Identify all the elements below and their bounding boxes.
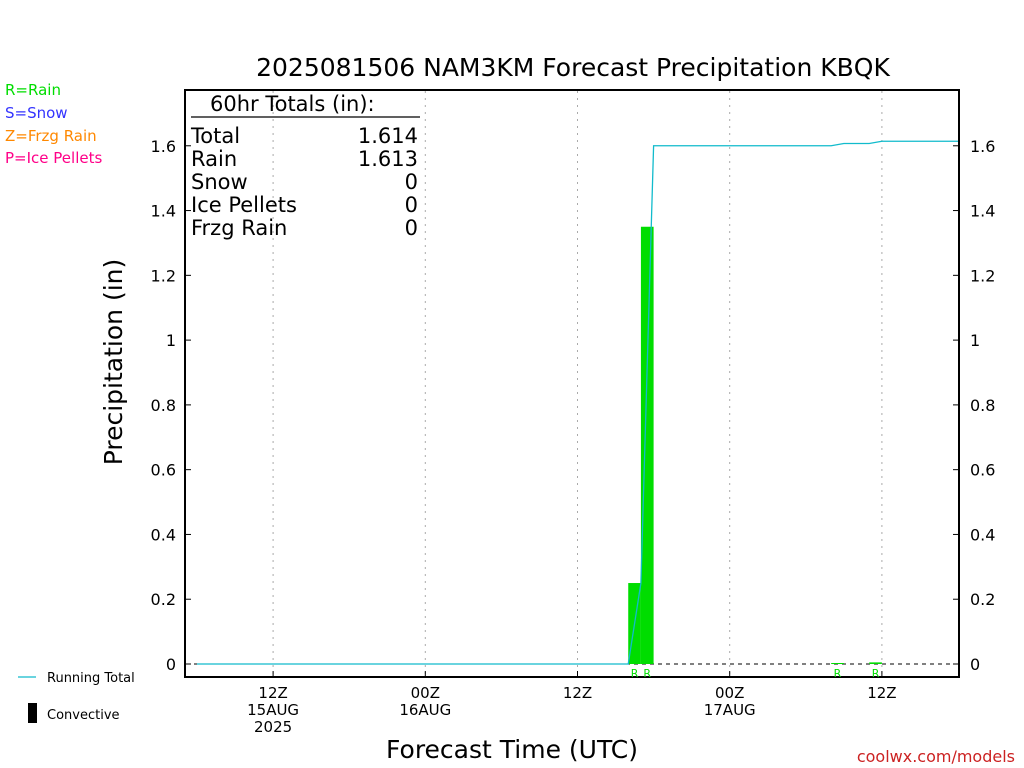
y-tick-label-right: 0.2 — [970, 590, 995, 609]
x-tick-label: 12Z — [563, 684, 592, 702]
x-tick-label: 12Z — [867, 684, 896, 702]
y-tick-label-right: 0.8 — [970, 396, 995, 415]
x-tick-label: 00Z — [715, 684, 744, 702]
y-tick-label-right: 0.6 — [970, 461, 995, 480]
precip-type-marker: R — [631, 667, 639, 680]
y-tick-label-left: 0.8 — [151, 396, 176, 415]
y-tick-label-right: 1.6 — [970, 137, 995, 156]
convective-legend-swatch — [28, 703, 37, 723]
watermark: coolwx.com/models — [857, 747, 1015, 766]
legend-running-total: Running Total — [47, 671, 135, 686]
y-tick-label-left: 0.2 — [151, 590, 176, 609]
y-tick-label-right: 1.4 — [970, 202, 995, 221]
running-total-line — [197, 140, 958, 665]
x-tick-label: 15AUG — [247, 701, 299, 719]
legend-snow: S=Snow — [5, 104, 68, 122]
precip-bar — [640, 226, 654, 664]
totals-row-value: 1.613 — [358, 147, 418, 171]
x-tick-label: 17AUG — [704, 701, 756, 719]
y-tick-label-right: 1 — [970, 331, 980, 350]
x-axis-label: Forecast Time (UTC) — [386, 735, 638, 764]
y-tick-label-left: 1.2 — [151, 266, 176, 285]
legend-frzg-rain: Z=Frzg Rain — [5, 127, 97, 145]
precip-type-marker: R — [872, 667, 880, 680]
chart-title: 2025081506 NAM3KM Forecast Precipitation… — [256, 53, 890, 82]
totals-table: Total 1.614 Rain 1.613 Snow 0 Ice Pellets 0 Frzg… — [190, 124, 418, 240]
totals-header: 60hr Totals (in): — [210, 92, 375, 116]
totals-row-label: Ice Pellets — [191, 193, 297, 217]
precip-type-marker: R — [643, 667, 651, 680]
precip-type-marker: R — [834, 667, 842, 680]
y-tick-label-right: 1.2 — [970, 266, 995, 285]
totals-row-label: Rain — [191, 147, 237, 171]
totals-row-value: 0 — [405, 170, 418, 194]
totals-row-label: Snow — [191, 170, 248, 194]
plot-frame — [184, 89, 960, 678]
legend-rain: R=Rain — [5, 81, 61, 99]
y-axis-label: Precipitation (in) — [99, 259, 128, 466]
totals-row-value: 0 — [405, 216, 418, 240]
totals-row-value: 1.614 — [358, 124, 418, 148]
y-tick-label-left: 0 — [166, 655, 176, 674]
y-axis-ticks: 0 00.2 0.20.4 0.40.6 0.60.8 0.81 11.2 1.21.4 1.4… — [151, 137, 996, 674]
x-tick-label: 12Z — [258, 684, 287, 702]
totals-row-label: Total — [190, 124, 240, 148]
precip-bar — [831, 663, 844, 664]
y-tick-label-left: 1.4 — [151, 202, 176, 221]
totals-row-value: 0 — [405, 193, 418, 217]
x-tick-label: 2025 — [254, 718, 292, 736]
x-tick-label: 00Z — [411, 684, 440, 702]
y-tick-label-right: 0.4 — [970, 525, 995, 544]
precip-bar — [869, 662, 882, 664]
y-tick-label-left: 1.6 — [151, 137, 176, 156]
totals-row-label: Frzg Rain — [191, 216, 287, 240]
legend-convective: Convective — [47, 708, 120, 723]
legend-ice-pellets: P=Ice Pellets — [5, 149, 102, 167]
y-tick-label-left: 0.6 — [151, 461, 176, 480]
y-tick-label-right: 0 — [970, 655, 980, 674]
x-tick-label: 16AUG — [399, 701, 451, 719]
y-tick-label-left: 1 — [166, 331, 176, 350]
y-tick-label-left: 0.4 — [151, 525, 176, 544]
